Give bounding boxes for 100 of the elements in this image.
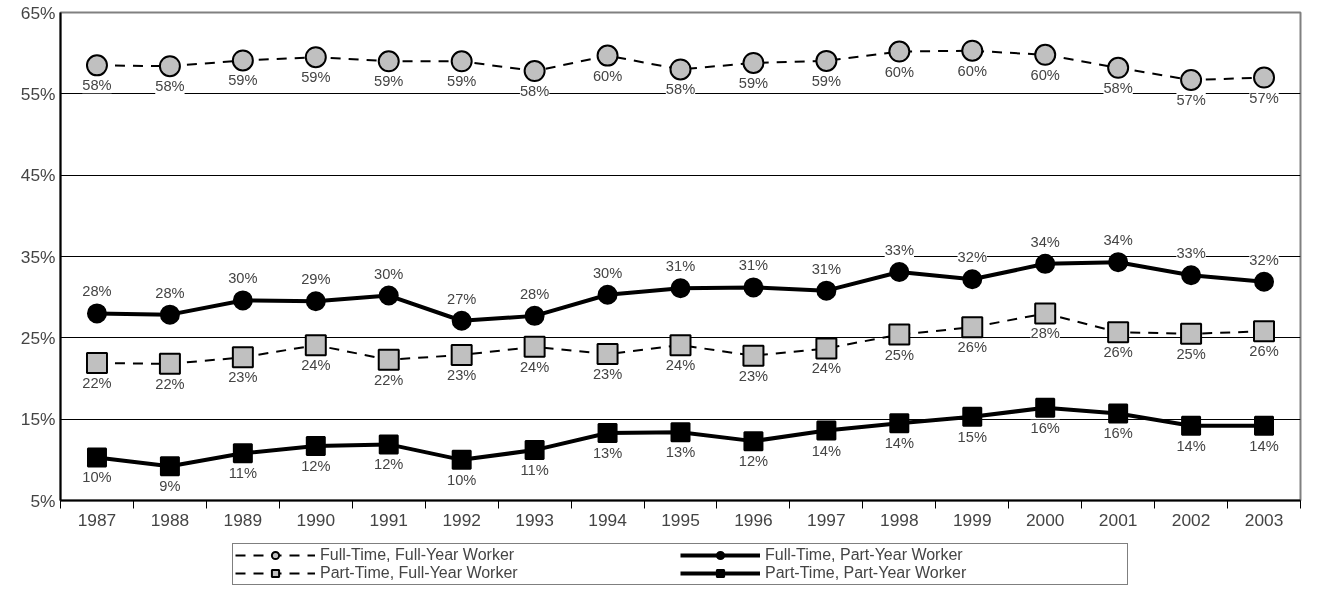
data-label: 13% [592,444,623,461]
point [158,352,181,375]
data-label: 28% [519,285,550,302]
x-tick-label: 1988 [150,509,190,530]
data-label: 31% [665,258,696,275]
point [1253,66,1276,89]
data-label: 31% [738,257,769,274]
x-tick-label: 1990 [296,509,336,530]
data-label: 11% [520,462,549,479]
data-label: 57% [1176,92,1206,109]
point [377,348,400,371]
point [1180,69,1203,91]
data-label: 23% [738,367,769,384]
data-label: 26% [957,339,987,356]
point [159,304,180,325]
data-label: 33% [1176,245,1206,262]
point [670,422,691,443]
data-label: 34% [1103,232,1133,249]
point [1181,415,1202,436]
data-label: 32% [957,249,987,266]
point [378,285,399,306]
data-label: 12% [374,456,404,473]
point [961,316,984,339]
point [450,343,473,366]
point [1253,320,1276,343]
data-label: 25% [884,346,914,363]
point [669,334,692,357]
data-label: 12% [738,453,769,470]
point [85,54,108,77]
point [231,346,254,369]
data-label: 26% [1103,344,1133,361]
y-tick-label: 45% [20,165,56,186]
point [889,413,910,434]
data-label: 23% [592,366,623,383]
data-label: 12% [301,458,331,475]
data-label: 59% [447,73,477,90]
point [1035,253,1056,274]
data-label: 15% [957,428,987,445]
data-label: 30% [228,270,258,287]
data-label: 23% [228,369,258,386]
point [304,334,327,357]
x-tick-label: 1992 [442,509,481,530]
data-label: 14% [811,442,842,459]
point [1108,252,1129,273]
point [305,291,326,312]
point [669,58,692,81]
data-label: 10% [82,469,112,486]
point [378,434,399,455]
y-tick-label: 15% [20,409,56,430]
point [1035,397,1056,418]
point [743,277,764,298]
point [524,305,545,326]
data-label: 27% [447,290,477,307]
x-tick-label: 1987 [77,509,117,530]
data-label: 60% [592,67,623,84]
data-label: 59% [374,73,404,90]
data-label: 28% [155,284,185,301]
point [1254,271,1275,292]
point [962,269,983,290]
point [377,50,400,73]
legend-label: Full-Time, Part-Year Worker [765,546,964,564]
y-tick-label: 35% [20,246,56,267]
x-tick-label: 1993 [515,509,554,530]
point [816,420,837,441]
data-label: 9% [159,478,181,495]
data-label: 30% [374,265,404,282]
data-label: 24% [519,358,550,375]
data-label: 60% [884,63,914,80]
point [743,431,764,452]
data-label: 34% [1030,233,1060,250]
x-tick-label: 1996 [734,509,773,530]
data-label: 14% [884,435,914,452]
point [1180,322,1203,345]
data-label: 24% [665,357,696,374]
x-tick-label: 1999 [952,509,992,530]
point [961,39,984,62]
point [962,406,983,427]
data-label: 22% [82,375,112,392]
data-label: 22% [155,375,185,392]
data-label: 26% [1249,343,1279,360]
point [523,60,546,83]
x-tick-label: 1989 [223,509,263,530]
data-label: 59% [811,72,842,89]
data-label: 24% [301,357,331,374]
point [86,303,107,324]
data-label: 60% [1030,66,1060,83]
x-tick-label: 2001 [1098,509,1138,530]
point [451,449,472,470]
point [1254,415,1275,436]
x-tick-label: 2002 [1171,509,1211,530]
point [1181,265,1202,286]
data-label: 22% [374,371,404,388]
point [86,447,107,468]
point [597,284,618,305]
data-label: 58% [155,78,185,95]
point [888,40,911,63]
data-label: 28% [1030,325,1060,342]
y-tick-label: 25% [20,327,56,348]
point [670,278,691,299]
point [1107,321,1130,344]
